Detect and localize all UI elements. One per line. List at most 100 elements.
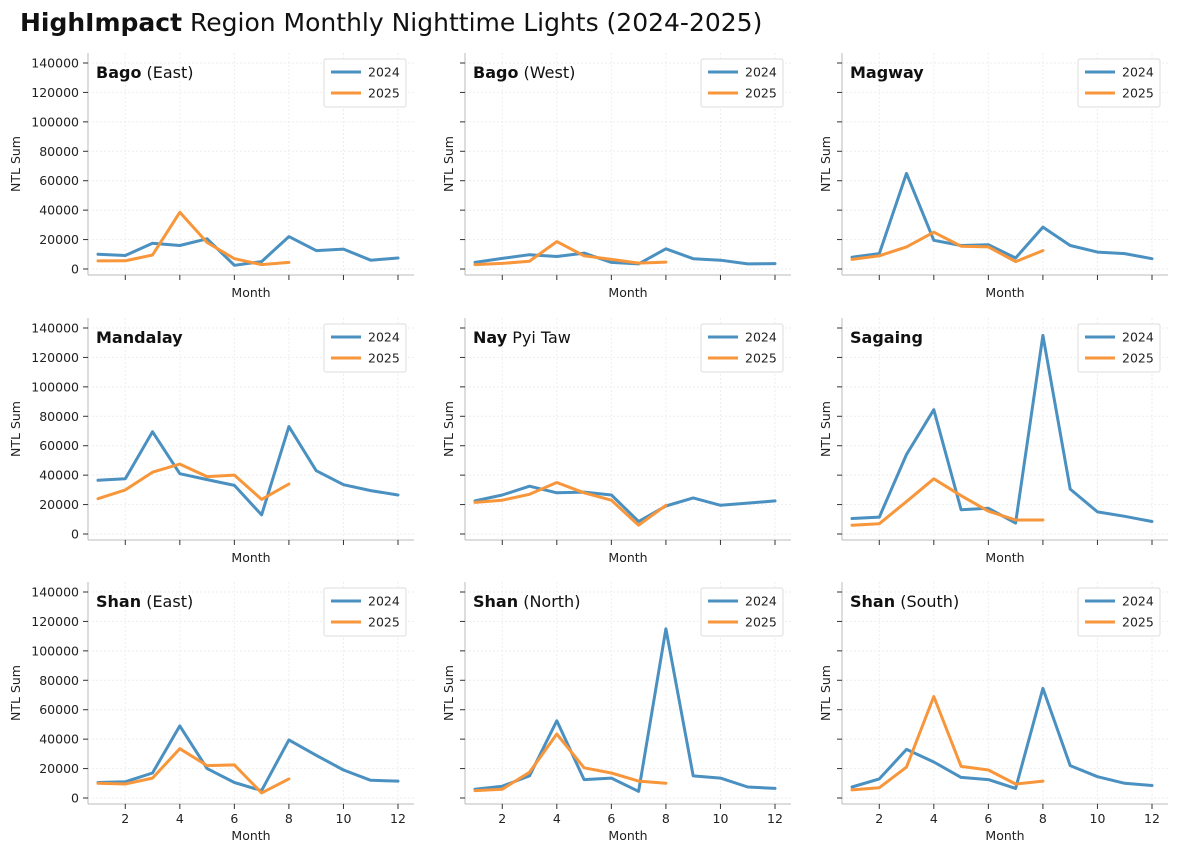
panel-title-bold: Bago xyxy=(473,63,518,82)
panel-title-bold: Bago xyxy=(96,63,141,82)
series-line-2025 xyxy=(473,481,668,527)
y-tick-label: 60000 xyxy=(39,702,79,717)
x-tick-label: 10 xyxy=(1090,811,1106,826)
y-tick-label: 120000 xyxy=(31,350,79,365)
figure-title-rest: Region Monthly Nighttime Lights (2024-20… xyxy=(182,8,762,37)
x-tick-label: 2 xyxy=(121,811,129,826)
x-axis-label: Month xyxy=(985,828,1024,843)
series-line-2024 xyxy=(96,425,400,517)
x-axis-label: Month xyxy=(231,828,270,843)
y-axis-label: NTL Sum xyxy=(818,136,833,192)
panel-3: Month NTL Sum Magway 2024 2025 xyxy=(818,53,1168,300)
legend-label: 2024 xyxy=(1122,65,1154,80)
panel-2: Month NTL Sum Bago (West) 2024 2025 xyxy=(441,53,791,300)
x-tick-label: 8 xyxy=(285,811,293,826)
legend: 2024 2025 xyxy=(700,323,784,373)
legend-label: 2025 xyxy=(1122,86,1154,101)
panel-5: Month NTL Sum Nay Pyi Taw 2024 2025 xyxy=(441,318,791,565)
series-line-2025 xyxy=(96,747,291,795)
series-line-2024 xyxy=(473,247,777,266)
series-line-2024 xyxy=(96,724,400,793)
panel-title-rest: Pyi Taw xyxy=(507,328,571,347)
y-tick-label: 60000 xyxy=(39,438,79,453)
legend-label: 2024 xyxy=(745,65,777,80)
legend: 2024 2025 xyxy=(1077,58,1161,108)
series-line-2025 xyxy=(850,477,1045,527)
x-tick-label: 8 xyxy=(662,811,670,826)
series-line-2024 xyxy=(96,235,400,267)
legend: 2024 2025 xyxy=(323,58,407,108)
panel-9: 2 4 6 8 10 12 Month NTL Sum Shan (South) 2024 2025 xyxy=(818,582,1168,843)
legend-label: 2024 xyxy=(745,330,777,345)
panel-6: Month NTL Sum Sagaing 2024 2025 xyxy=(818,318,1168,565)
panel-title: Sagaing xyxy=(850,328,923,347)
legend: 2024 2025 xyxy=(323,587,407,637)
x-axis-label: Month xyxy=(231,285,270,300)
y-tick-label: 120000 xyxy=(31,85,79,100)
x-tick-label: 12 xyxy=(767,811,783,826)
y-axis-label: NTL Sum xyxy=(441,401,456,457)
x-tick-label: 12 xyxy=(1144,811,1160,826)
legend-label: 2024 xyxy=(745,594,777,609)
y-tick-label: 40000 xyxy=(39,203,79,218)
legend: 2024 2025 xyxy=(700,58,784,108)
panel-7: 0 20000 40000 60000 80000 100000 120000 140000 2… xyxy=(8,582,414,843)
y-tick-label: 60000 xyxy=(39,173,79,188)
y-tick-label: 140000 xyxy=(31,56,79,71)
panel-title-bold: Nay xyxy=(473,328,508,347)
x-tick-label: 8 xyxy=(1039,811,1047,826)
series-line-2025 xyxy=(96,462,291,501)
x-tick-label: 6 xyxy=(984,811,992,826)
legend-label: 2024 xyxy=(368,330,400,345)
y-tick-label: 80000 xyxy=(39,144,79,159)
y-tick-label: 80000 xyxy=(39,673,79,688)
panel-title: Bago (West) xyxy=(473,63,575,82)
x-axis-label: Month xyxy=(608,550,647,565)
x-tick-label: 4 xyxy=(176,811,184,826)
panel-title: Shan (East) xyxy=(96,592,193,611)
y-tick-label: 140000 xyxy=(31,321,79,336)
legend-label: 2025 xyxy=(745,86,777,101)
panel-title: Nay Pyi Taw xyxy=(473,328,571,347)
panel-1: 0 20000 40000 60000 80000 100000 120000 140000 M… xyxy=(8,53,414,300)
x-tick-label: 4 xyxy=(930,811,938,826)
y-tick-label: 20000 xyxy=(39,497,79,512)
panel-title-bold: Shan xyxy=(473,592,518,611)
x-tick-label: 4 xyxy=(553,811,561,826)
panel-title: Mandalay xyxy=(96,328,183,347)
x-axis-label: Month xyxy=(985,285,1024,300)
legend-label: 2025 xyxy=(745,615,777,630)
y-tick-label: 120000 xyxy=(31,614,79,629)
legend-label: 2024 xyxy=(1122,330,1154,345)
series-line-2025 xyxy=(96,210,291,267)
panel-title-bold: Shan xyxy=(96,592,141,611)
y-tick-label: 0 xyxy=(71,262,79,277)
y-tick-label: 20000 xyxy=(39,761,79,776)
panel-title: Shan (North) xyxy=(473,592,580,611)
y-axis-label: NTL Sum xyxy=(8,401,23,457)
legend-label: 2025 xyxy=(1122,615,1154,630)
panel-title-bold: Shan xyxy=(850,592,895,611)
y-tick-label: 100000 xyxy=(31,379,79,394)
x-tick-label: 12 xyxy=(390,811,406,826)
series-line-2025 xyxy=(473,240,668,267)
legend-label: 2025 xyxy=(368,86,400,101)
panel-8: 2 4 6 8 10 12 Month NTL Sum Shan (North) 2024 2025 xyxy=(441,582,791,843)
panel-title-rest: (East) xyxy=(141,63,193,82)
y-axis-label: NTL Sum xyxy=(441,136,456,192)
legend: 2024 2025 xyxy=(700,587,784,637)
x-axis-label: Month xyxy=(608,285,647,300)
panel-title-rest: (West) xyxy=(518,63,575,82)
legend-label: 2024 xyxy=(368,65,400,80)
legend-label: 2024 xyxy=(368,594,400,609)
panel-title: Shan (South) xyxy=(850,592,959,611)
x-axis-label: Month xyxy=(985,550,1024,565)
panel-title: Magway xyxy=(850,63,924,82)
series-line-2024 xyxy=(473,627,777,793)
legend: 2024 2025 xyxy=(1077,587,1161,637)
y-tick-label: 140000 xyxy=(31,585,79,600)
y-tick-label: 100000 xyxy=(31,114,79,129)
legend-label: 2025 xyxy=(368,615,400,630)
panel-title-rest: (North) xyxy=(518,592,580,611)
y-tick-label: 0 xyxy=(71,791,79,806)
